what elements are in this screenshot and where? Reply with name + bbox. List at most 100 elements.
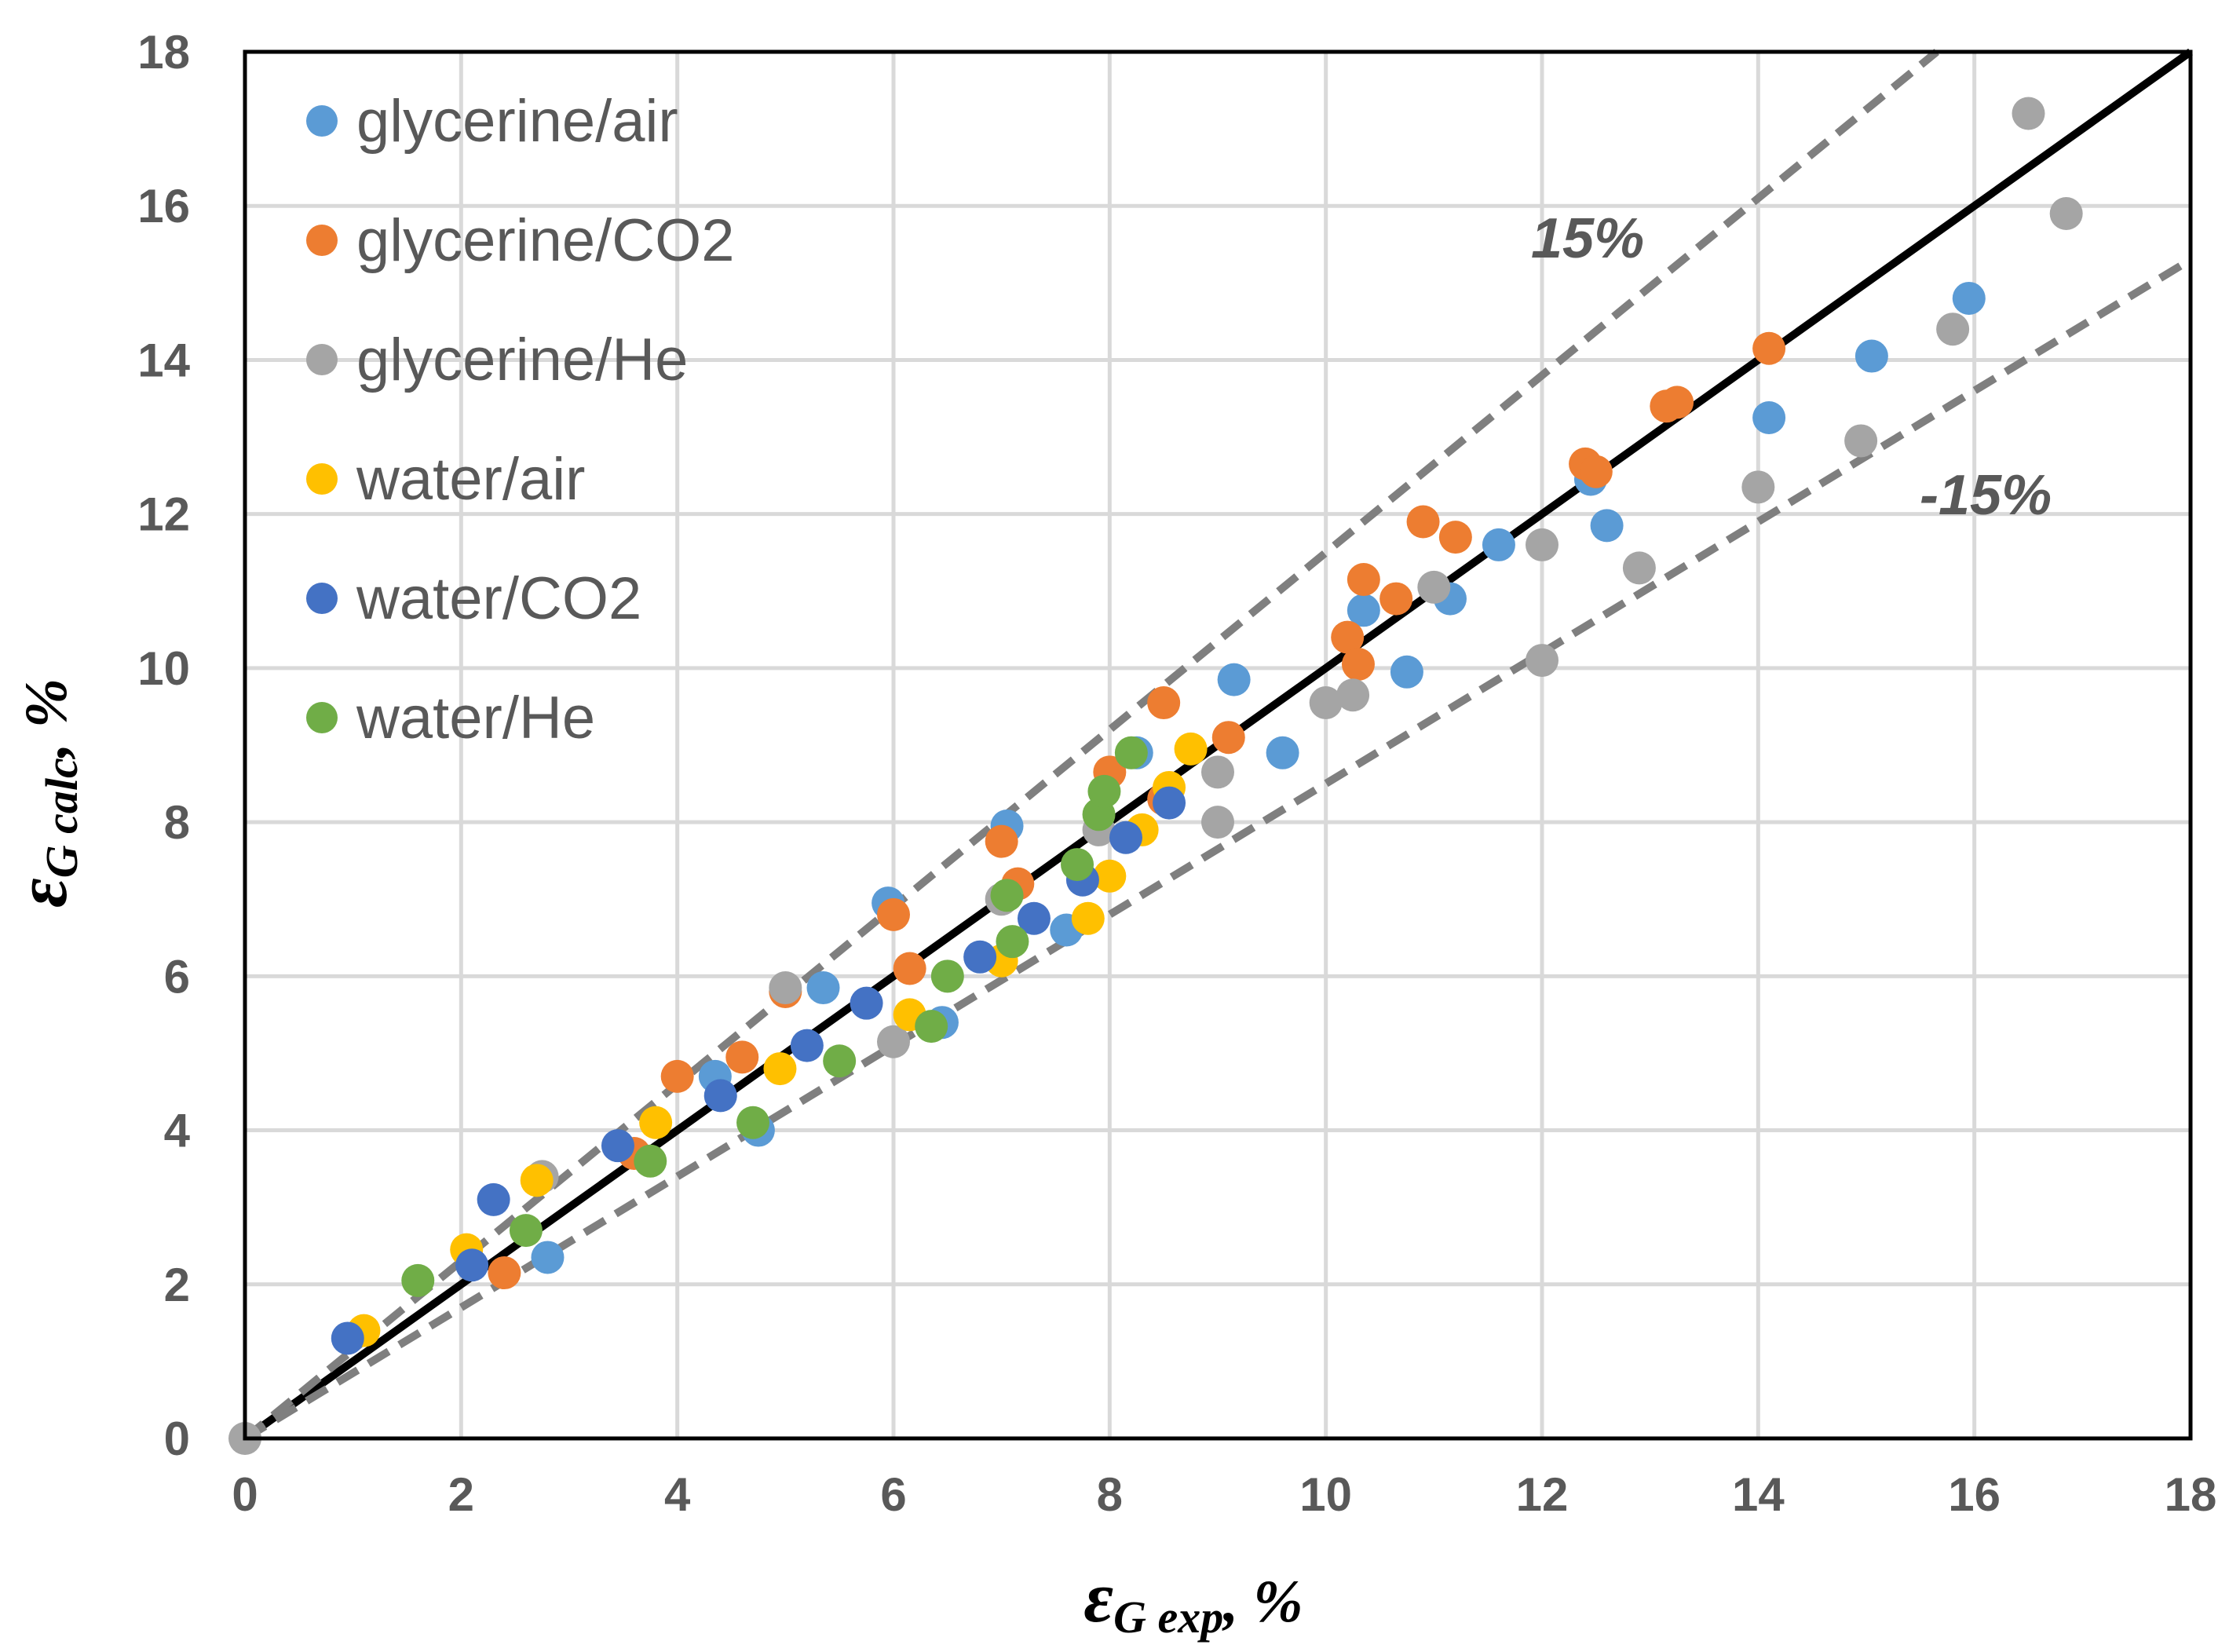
- y-tick-label: 8: [164, 796, 190, 849]
- legend-marker: [306, 225, 338, 256]
- data-point: [1482, 528, 1515, 561]
- y-tick-label: 14: [137, 334, 190, 386]
- data-point: [1844, 424, 1878, 458]
- x-tick-label: 6: [880, 1468, 906, 1521]
- data-point: [703, 1079, 737, 1113]
- data-point: [1752, 331, 1786, 365]
- data-point: [1201, 755, 1234, 789]
- y-axis-title: εG calc, %: [2, 678, 87, 908]
- y-axis-suffix: , %: [13, 678, 79, 759]
- data-point: [1217, 663, 1251, 696]
- data-point: [1114, 736, 1148, 769]
- x-axis-suffix: , %: [1222, 1569, 1303, 1635]
- data-point: [1201, 806, 1234, 839]
- legend-marker: [306, 105, 338, 137]
- data-point: [1622, 551, 1656, 585]
- x-tick-label: 16: [1948, 1468, 2001, 1521]
- x-tick-label: 4: [664, 1468, 691, 1521]
- data-point: [725, 1040, 759, 1074]
- data-point: [531, 1241, 565, 1274]
- series-water-co2: [331, 786, 1186, 1355]
- legend-label: water/CO2: [356, 565, 641, 632]
- plot-area-frame: [243, 49, 2193, 1441]
- data-point: [601, 1129, 634, 1163]
- data-point: [930, 959, 964, 993]
- data-point: [2012, 97, 2045, 130]
- data-point: [1417, 570, 1451, 604]
- data-point: [1093, 859, 1127, 893]
- data-point: [639, 1106, 673, 1139]
- data-point: [769, 971, 802, 1005]
- data-point: [509, 1214, 543, 1248]
- x-tick-label: 0: [232, 1468, 258, 1521]
- y-axis-symbol: ε: [2, 878, 82, 908]
- data-point: [996, 925, 1029, 959]
- x-tick-label: 2: [448, 1468, 474, 1521]
- legend-label: glycerine/He: [356, 327, 688, 393]
- x-axis-symbol: ε: [1083, 1557, 1113, 1637]
- x-axis-title: εG exp, %: [1083, 1557, 1303, 1643]
- legend: glycerine/air glycerine/CO2 glycerine/He wa…: [306, 88, 735, 751]
- y-tick-label: 12: [137, 488, 190, 541]
- data-point: [1174, 732, 1208, 766]
- data-point: [488, 1256, 521, 1290]
- data-point: [1379, 582, 1413, 616]
- data-point: [1071, 901, 1105, 935]
- data-point: [1390, 655, 1423, 689]
- data-point: [1211, 721, 1245, 755]
- data-point: [1147, 686, 1181, 720]
- data-point: [806, 971, 840, 1005]
- data-point: [1741, 470, 1775, 504]
- data-point: [2049, 197, 2083, 231]
- legend-marker: [306, 344, 338, 375]
- legend-item: water/air: [306, 446, 585, 513]
- data-point: [1309, 686, 1343, 720]
- legend-item: water/CO2: [306, 565, 641, 632]
- data-point: [1347, 594, 1380, 627]
- legend-item: water/He: [306, 685, 595, 751]
- y-tick-label: 16: [137, 180, 190, 232]
- x-tick-label: 14: [1732, 1468, 1785, 1521]
- data-point: [1061, 848, 1094, 882]
- data-point: [477, 1182, 510, 1216]
- x-tick-label: 10: [1299, 1468, 1352, 1521]
- reference-line-plus-15: [242, 49, 1939, 1442]
- data-point: [1854, 339, 1888, 373]
- x-tick-label: 12: [1516, 1468, 1569, 1521]
- data-point: [1526, 528, 1558, 561]
- data-point: [1153, 786, 1186, 820]
- data-point: [1590, 509, 1624, 543]
- data-point: [1336, 678, 1370, 712]
- data-point: [1331, 620, 1365, 654]
- data-point: [1406, 505, 1440, 539]
- data-point: [1579, 455, 1613, 488]
- data-point: [915, 1010, 948, 1043]
- series-water-he: [401, 736, 1148, 1297]
- annotation-minus-15: -15%: [1920, 464, 2052, 527]
- data-point: [963, 940, 997, 974]
- series-glycerine-he: [228, 97, 2083, 1455]
- data-point: [1017, 901, 1051, 935]
- annotation-plus-15: 15%: [1531, 207, 1644, 270]
- y-tick-label: 4: [164, 1105, 191, 1157]
- data-point: [1347, 563, 1380, 597]
- y-axis-subscript: G calc: [36, 758, 87, 878]
- data-point: [823, 1044, 857, 1078]
- y-tick-label: 2: [164, 1259, 190, 1311]
- y-tick-label: 6: [164, 950, 190, 1003]
- data-points: [228, 97, 2083, 1455]
- legend-marker: [306, 702, 338, 733]
- x-tick-label: 18: [2165, 1468, 2217, 1521]
- x-axis-tick-labels: 0 2 4 6 8 10 12 14 16 18: [232, 1468, 2216, 1521]
- data-point: [1087, 774, 1121, 808]
- y-tick-label: 10: [137, 642, 190, 695]
- data-point: [401, 1263, 435, 1297]
- legend-marker: [306, 463, 338, 495]
- data-point: [455, 1248, 489, 1282]
- data-point: [660, 1059, 694, 1093]
- y-tick-label: 0: [164, 1413, 190, 1465]
- data-point: [850, 986, 883, 1020]
- data-point: [1752, 401, 1786, 435]
- legend-item: glycerine/air: [306, 88, 678, 155]
